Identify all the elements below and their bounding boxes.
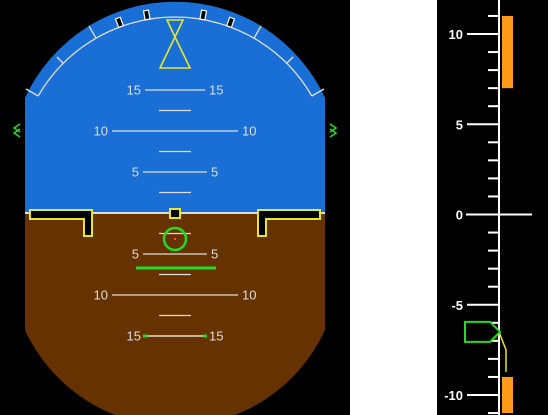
- bank-tick: [56, 56, 64, 64]
- flight-director: [136, 226, 216, 270]
- left-wing-symbol: [29, 209, 93, 237]
- bank-tick: [142, 9, 151, 21]
- bank-tick: [286, 56, 294, 64]
- pitch-label-right: 10: [242, 124, 256, 139]
- vsi-trend-line: [498, 331, 507, 372]
- bank-tick: [311, 88, 325, 97]
- pitch-label-left: 15: [127, 83, 141, 98]
- vsi-upper-band: [502, 15, 513, 89]
- vsi-scale-label: 5: [456, 117, 463, 132]
- bank-tick: [114, 16, 125, 29]
- bank-pointer: [158, 19, 192, 69]
- bank-tick: [199, 9, 208, 21]
- bank-tick: [88, 25, 97, 39]
- pitch-label-right: 15: [209, 329, 223, 344]
- vsi-scale-label: -10: [444, 388, 463, 403]
- pitch-rung: 10 10: [94, 124, 257, 139]
- pitch-label-right: 15: [209, 83, 223, 98]
- vsi-background: [437, 0, 548, 415]
- pitch-label-right: 5: [211, 165, 218, 180]
- ground: [25, 213, 325, 415]
- right-wing-symbol: [257, 209, 321, 237]
- pitch-label-right: 5: [211, 247, 218, 262]
- vsi-scale-label: 0: [456, 208, 463, 223]
- aircraft-symbol: [29, 208, 321, 237]
- vsi-scale-label: -5: [451, 298, 463, 313]
- pitch-rung: 15 15: [127, 329, 224, 344]
- vsi-scale-label: 10: [449, 27, 463, 42]
- pitch-label-left: 15: [127, 329, 141, 344]
- pitch-label-right: 10: [242, 288, 256, 303]
- side-markers: [12, 123, 338, 138]
- pitch-label-left: 10: [94, 124, 108, 139]
- bank-tick: [253, 25, 262, 39]
- flight-path-circle: [162, 226, 188, 252]
- pitch-rung: 10 10: [94, 288, 257, 303]
- pitch-rung: 15 15: [127, 83, 224, 98]
- pitch-label-left: 5: [132, 247, 139, 262]
- bank-tick: [25, 88, 39, 97]
- vsi-lower-band: [502, 376, 513, 414]
- pitch-label-left: 5: [132, 165, 139, 180]
- bank-arc: [37, 16, 313, 97]
- pitch-label-left: 10: [94, 288, 108, 303]
- bank-tick: [225, 16, 236, 29]
- bank-angle-scale: [25, 9, 325, 97]
- vsi-pointer: [464, 320, 502, 343]
- center-dot-symbol: [169, 208, 181, 219]
